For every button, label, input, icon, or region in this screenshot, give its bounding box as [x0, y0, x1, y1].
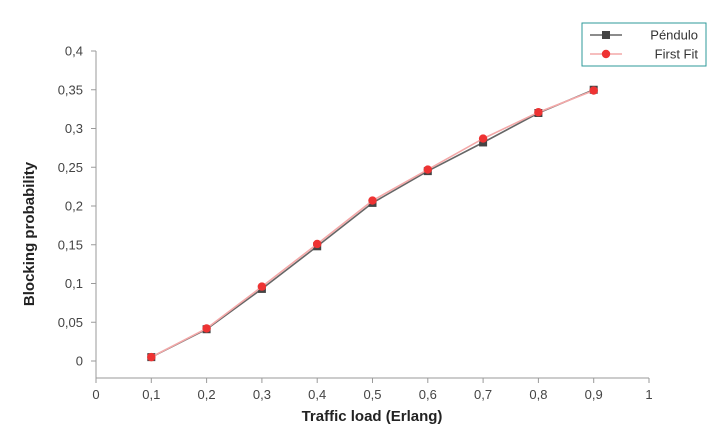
x-tick-label: 0,7 — [474, 387, 492, 402]
y-tick-label: 0,1 — [65, 276, 83, 291]
x-tick-label: 0,1 — [142, 387, 160, 402]
data-point-first-fit — [147, 352, 156, 362]
data-point-first-fit — [313, 239, 322, 249]
x-axis-title: Traffic load (Erlang) — [302, 408, 443, 425]
data-point-first-fit — [257, 282, 267, 291]
legend-entries: Péndulo First Fit — [590, 28, 698, 62]
x-tick-label: 0,6 — [419, 387, 437, 402]
legend: Péndulo First Fit — [581, 22, 707, 67]
legend-label-first-fit: First Fit — [655, 47, 699, 62]
x-tick-label: 0,9 — [585, 387, 603, 402]
series-line-p-ndulo — [150, 89, 595, 358]
y-tick-label: 0,15 — [58, 237, 83, 252]
series-line-first-fit — [150, 89, 594, 358]
legend-box — [581, 22, 707, 67]
legend-label-p-ndulo: Péndulo — [650, 28, 698, 43]
x-tick-label: 0,3 — [253, 387, 271, 402]
x-tick-label: 0,5 — [363, 387, 381, 402]
series-p-ndulo — [147, 85, 598, 362]
legend-marker-p-ndulo — [602, 31, 610, 39]
legend-marker-first-fit — [601, 49, 611, 59]
y-tick-label: 0,4 — [65, 44, 83, 59]
x-tick-label: 0 — [92, 387, 99, 402]
series-first-fit — [147, 86, 598, 362]
legend-entry-p-ndulo: Péndulo — [590, 28, 698, 43]
x-tick-label: 0,4 — [308, 387, 326, 402]
data-point-first-fit — [589, 86, 598, 95]
data-point-first-fit — [478, 134, 488, 143]
y-tick-label: 0,05 — [58, 315, 83, 330]
data-point-first-fit — [534, 108, 543, 117]
y-tick-label: 0,35 — [58, 82, 83, 97]
axes — [95, 51, 649, 379]
x-tick-label: 0,8 — [529, 387, 547, 402]
data-point-first-fit — [368, 196, 377, 205]
y-tick-label: 0,2 — [65, 199, 83, 214]
y-tick-label: 0,3 — [65, 121, 83, 136]
y-axis-title: Blocking probability — [21, 161, 38, 306]
x-tick-label: 1 — [645, 387, 652, 402]
data-point-first-fit — [202, 324, 211, 333]
y-tick-label: 0 — [76, 354, 83, 369]
data-point-first-fit — [423, 165, 432, 174]
legend-entry-first-fit: First Fit — [590, 47, 698, 62]
x-tick-label: 0,2 — [198, 387, 216, 402]
x-ticks: 0 0,1 0,2 0,3 0,4 0,5 0,6 0,7 0,8 0,9 1 — [92, 378, 653, 402]
y-ticks: 0 0,05 0,1 0,15 0,2 0,25 0,3 0,35 0,4 — [58, 44, 96, 369]
y-tick-label: 0,25 — [58, 160, 83, 175]
series-layer — [147, 85, 598, 362]
